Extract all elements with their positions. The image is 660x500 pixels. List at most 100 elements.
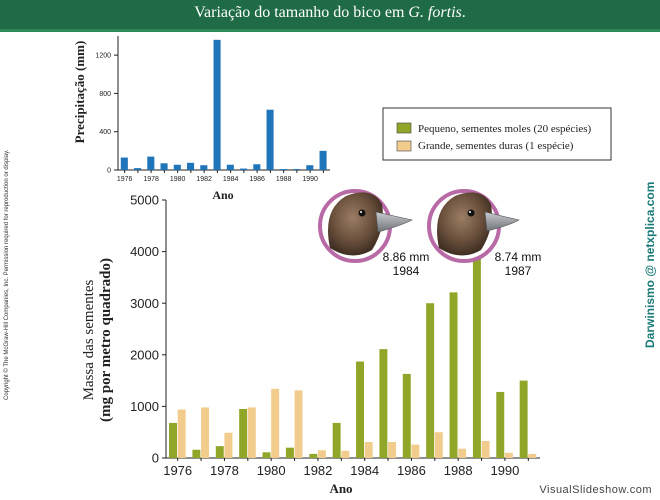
seeds-bar <box>528 453 537 458</box>
precip-bar <box>160 163 168 170</box>
seeds-bar <box>309 453 318 458</box>
seeds-bar <box>364 442 373 458</box>
legend: Pequeno, sementes moles (20 espécies) Gr… <box>382 107 612 161</box>
seeds-bar <box>472 235 481 458</box>
seeds-bar <box>481 440 490 458</box>
seeds-bar <box>402 373 411 458</box>
title-bar: Variação do tamanho do bico em G. fortis… <box>0 0 660 32</box>
seeds-x-tick-label: 1976 <box>163 463 192 478</box>
seeds-bar <box>496 391 505 458</box>
seeds-bar <box>519 380 528 458</box>
seed-ylabel-line2: (mg por metro quadrado) <box>98 258 114 422</box>
precip-x-tick-label: 1980 <box>170 176 186 183</box>
seed-xlabel: Ano <box>329 481 352 496</box>
seeds-bar <box>332 422 341 458</box>
precipitation-chart: 0 400 800 1200 1976 1978 1980 1982 1984 1986 1988 1… <box>95 36 330 183</box>
legend-label-small: Pequeno, sementes moles (20 espécies) <box>418 123 592 135</box>
legend-swatch-small <box>396 122 412 134</box>
precip-y-tick-label: 0 <box>107 167 111 174</box>
seed-mass-chart: 0 1000 2000 3000 4000 5000 1976 1978 1980 1982 198… <box>130 193 540 478</box>
finch-head-1987-image <box>427 189 520 263</box>
legend-swatch-large <box>396 140 412 152</box>
seeds-x-tick-label: 1990 <box>490 463 519 478</box>
seeds-bar <box>356 361 364 458</box>
precip-x-tick-label: 1982 <box>196 176 212 183</box>
precip-bar <box>306 165 314 170</box>
seeds-bar <box>434 432 443 458</box>
seeds-bar <box>426 303 435 458</box>
precip-bar <box>120 157 128 170</box>
seeds-bar <box>379 349 388 458</box>
seeds-bar <box>294 390 303 458</box>
annotation-1987-size: 8.74 mm <box>495 250 542 264</box>
seed-ylabel-line1: Massa das sementes <box>81 279 97 400</box>
seeds-bar <box>411 444 420 458</box>
precip-ylabel: Precipitação (mm) <box>72 41 87 144</box>
seeds-x-tick-label: 1988 <box>444 463 473 478</box>
seeds-x-tick-label: 1984 <box>350 463 379 478</box>
precip-bar <box>226 164 234 170</box>
legend-box <box>382 107 612 161</box>
seeds-bar <box>262 452 271 458</box>
seeds-y-tick-label: 3000 <box>130 296 159 311</box>
precip-bar <box>187 162 195 170</box>
precip-bar <box>134 168 142 170</box>
seeds-x-tick-label: 1986 <box>397 463 426 478</box>
seeds-bar <box>224 432 233 458</box>
seeds-y-tick-label: 2000 <box>130 347 159 362</box>
seeds-bar <box>271 388 280 458</box>
seeds-bar <box>169 422 177 458</box>
precip-bar <box>173 164 181 170</box>
seeds-y-tick-label: 5000 <box>130 193 159 208</box>
seeds-bar <box>388 442 397 458</box>
precip-y-tick-label: 1200 <box>95 53 111 60</box>
slide-title-species: G. fortis <box>408 4 462 21</box>
seeds-bar <box>449 292 458 458</box>
seeds-y-tick-label: 4000 <box>130 244 159 259</box>
seeds-bar <box>285 447 294 458</box>
seeds-bar <box>239 408 248 458</box>
precip-bar <box>240 168 248 170</box>
seeds-bar <box>215 446 224 458</box>
seeds-bar <box>458 448 467 458</box>
seeds-bar <box>192 449 201 458</box>
precip-bar <box>147 156 155 170</box>
seeds-bar <box>201 407 210 458</box>
seeds-y-tick-label: 0 <box>152 451 159 466</box>
site-credit: VisualSlideshow.com <box>539 484 652 496</box>
seeds-bar <box>247 407 256 458</box>
seeds-bar <box>317 450 326 458</box>
seeds-bar <box>341 450 350 458</box>
precip-x-tick-label: 1988 <box>276 176 292 183</box>
precip-x-tick-label: 1990 <box>302 176 318 183</box>
precip-bar <box>213 39 221 171</box>
precip-y-tick-label: 800 <box>99 91 111 98</box>
seeds-x-tick-label: 1982 <box>303 463 332 478</box>
slide-title-end: . <box>461 4 466 21</box>
precip-bar <box>319 150 327 170</box>
precip-y-tick-label: 400 <box>99 129 111 136</box>
precip-bar <box>266 109 274 170</box>
precip-bar <box>279 169 287 170</box>
annotation-1984-size: 8.86 mm <box>383 250 430 264</box>
annotation-1987-year: 1987 <box>505 264 532 278</box>
precip-x-tick-label: 1978 <box>143 176 159 183</box>
precip-bar <box>293 169 301 170</box>
seeds-x-tick-label: 1978 <box>210 463 239 478</box>
precip-xlabel: Ano <box>212 188 233 202</box>
finch-head-1984-image <box>318 189 413 263</box>
seeds-y-tick-label: 1000 <box>130 399 159 414</box>
seeds-x-tick-label: 1980 <box>257 463 286 478</box>
precip-bar <box>200 165 208 170</box>
seeds-bar <box>504 452 513 458</box>
seeds-bar <box>177 409 186 458</box>
slide-title: Variação do tamanho do bico em G. fortis… <box>0 4 660 22</box>
annotation-1984-year: 1984 <box>393 264 420 278</box>
slide-title-main: Variação do tamanho do bico em <box>194 4 409 21</box>
precip-x-tick-label: 1976 <box>117 176 133 183</box>
precip-x-tick-label: 1986 <box>249 176 265 183</box>
precip-bar <box>253 164 261 170</box>
precip-x-tick-label: 1984 <box>223 176 239 183</box>
legend-label-large: Grande, sementes duras (1 espécie) <box>418 140 574 152</box>
